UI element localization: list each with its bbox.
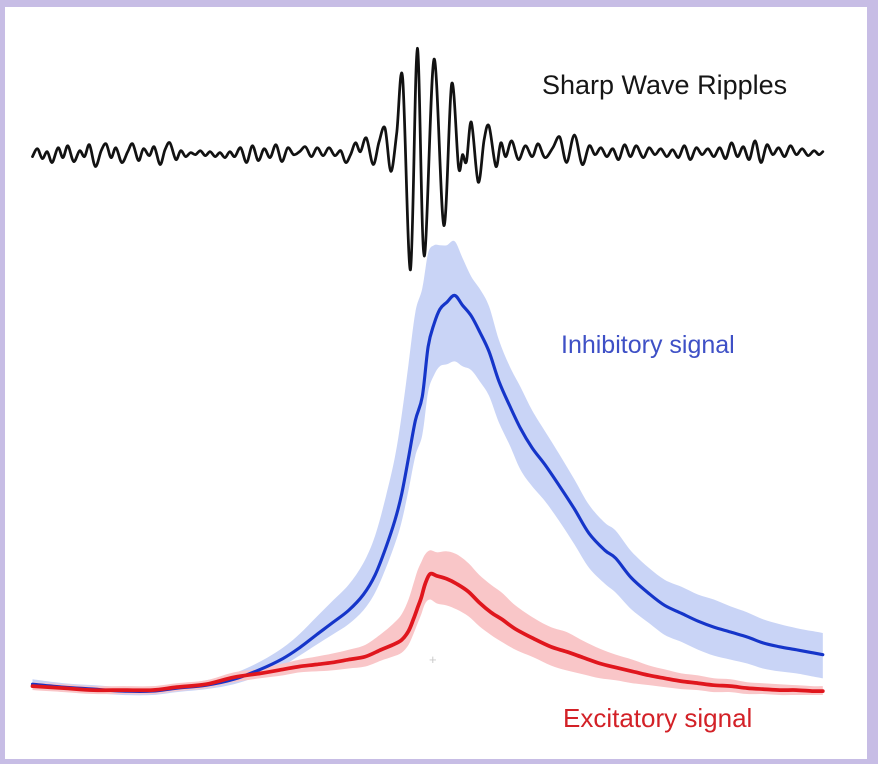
- sharp-wave-ripples-label: Sharp Wave Ripples: [542, 70, 788, 100]
- swr-trace: [31, 46, 825, 272]
- signal-chart: [30, 46, 825, 696]
- crosshair-artifact: +: [429, 652, 437, 667]
- inhibitory-signal-label: Inhibitory signal: [561, 331, 735, 359]
- inhibitory-line: [30, 293, 825, 693]
- inhibitory-band: [32, 240, 823, 696]
- excitatory-signal-label: Excitatory signal: [563, 703, 753, 733]
- excitatory-line: [30, 571, 825, 694]
- excitatory-band: [32, 550, 823, 696]
